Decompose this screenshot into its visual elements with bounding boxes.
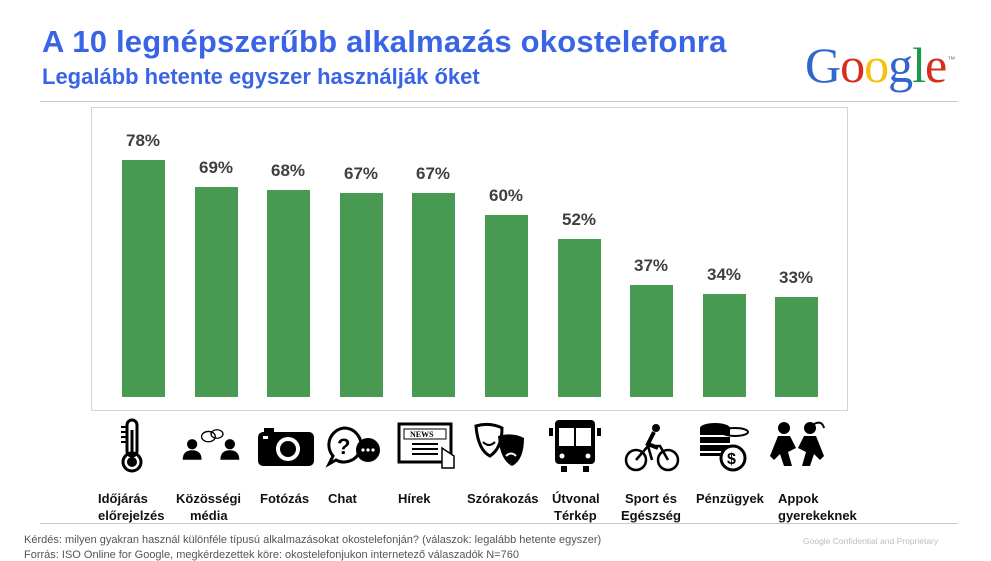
bar: [775, 297, 818, 397]
bar: [485, 215, 528, 397]
bar: [558, 239, 601, 397]
bar-value-label: 67%: [343, 164, 379, 183]
bar: [703, 294, 746, 397]
logo-letter: g: [888, 37, 913, 93]
category-label: Chat: [328, 491, 357, 506]
bar: [195, 187, 238, 397]
footer-divider: [40, 523, 958, 524]
survey-source: Forrás: ISO Online for Google, megkérdez…: [24, 549, 519, 561]
bar: [630, 285, 673, 397]
thermometer-icon: [101, 418, 161, 474]
bar-value-label: 34%: [706, 265, 742, 284]
bar: [267, 190, 310, 397]
people-chatting-icon: [181, 418, 241, 474]
page-title: A 10 legnépszerűbb alkalmazás okostelefo…: [42, 24, 727, 59]
category-label: Sport és Egészség: [621, 491, 681, 523]
trademark: ™: [947, 55, 955, 64]
camera-icon: [256, 418, 316, 474]
category-label: Pénzügyek: [696, 491, 764, 506]
logo-letter: G: [805, 37, 841, 93]
bar: [340, 193, 383, 397]
category-label: Szórakozás: [467, 491, 539, 506]
logo-letter: o: [864, 37, 889, 93]
svg-text:NEWS: NEWS: [410, 430, 434, 439]
coins-icon: $: [695, 418, 755, 474]
category-label: Appok gyerekeknek: [778, 491, 857, 523]
theater-masks-icon: [470, 418, 530, 474]
header-divider: [40, 101, 958, 102]
category-label: Hírek: [398, 491, 431, 506]
category-label: Időjárás előrejelzés: [98, 491, 165, 523]
category-label: Fotózás: [260, 491, 310, 506]
bar: [412, 193, 455, 397]
kids-playing-icon: [768, 418, 828, 474]
confidential-notice: Google Confidential and Proprietary: [803, 536, 939, 546]
svg-text:$: $: [727, 451, 736, 468]
bar: [122, 160, 165, 397]
survey-question: Kérdés: milyen gyakran használ különféle…: [24, 534, 602, 546]
logo-letter: e: [925, 37, 947, 93]
page-subtitle: Legalább hetente egyszer használják őket: [42, 64, 480, 89]
chat-bubbles-icon: ?: [324, 418, 384, 474]
svg-text:?: ?: [337, 434, 350, 459]
logo-letter: o: [840, 37, 865, 93]
bar-value-label: 37%: [633, 256, 669, 275]
chart-frame: [91, 107, 848, 411]
bar-value-label: 33%: [778, 268, 814, 287]
google-logo: Google™: [805, 37, 955, 93]
bar-value-label: 69%: [198, 158, 234, 177]
newspaper-icon: NEWS: [396, 418, 456, 474]
bar-value-label: 52%: [561, 210, 597, 229]
category-label: Útvonal Térkép: [552, 491, 600, 523]
bar-value-label: 68%: [270, 161, 306, 180]
bar-value-label: 67%: [415, 164, 451, 183]
logo-letter: l: [912, 37, 926, 93]
bar-value-label: 78%: [125, 131, 161, 150]
bar-value-label: 60%: [488, 186, 524, 205]
bus-icon: [545, 418, 605, 474]
cyclist-icon: [622, 418, 682, 474]
category-label: Közösségi média: [176, 491, 242, 523]
